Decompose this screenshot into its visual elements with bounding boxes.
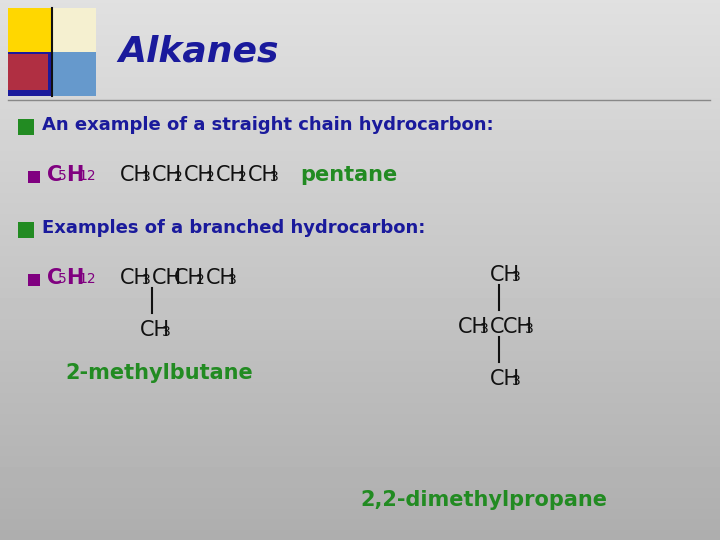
Text: 3: 3 bbox=[480, 322, 489, 336]
Bar bbox=[52, 8, 96, 52]
Text: 3: 3 bbox=[512, 270, 521, 284]
Text: H: H bbox=[66, 165, 84, 185]
Text: 3: 3 bbox=[142, 170, 150, 184]
Bar bbox=[28, 171, 40, 183]
Text: 5: 5 bbox=[58, 169, 67, 183]
Bar bbox=[8, 8, 52, 52]
Text: 2: 2 bbox=[238, 170, 247, 184]
Bar bbox=[8, 52, 52, 96]
Text: 3: 3 bbox=[525, 322, 534, 336]
Bar bbox=[18, 119, 34, 135]
Text: CH: CH bbox=[458, 317, 488, 337]
Text: CH: CH bbox=[120, 165, 150, 185]
Text: CH: CH bbox=[120, 268, 150, 288]
Text: CH: CH bbox=[248, 165, 278, 185]
Text: C: C bbox=[490, 317, 505, 337]
Text: CH: CH bbox=[490, 265, 520, 285]
Text: 5: 5 bbox=[58, 272, 67, 286]
Bar bbox=[8, 54, 48, 90]
Text: 12: 12 bbox=[78, 169, 96, 183]
Text: 2: 2 bbox=[196, 273, 204, 287]
Text: 2: 2 bbox=[174, 170, 183, 184]
Text: CH: CH bbox=[174, 268, 204, 288]
Text: Alkanes: Alkanes bbox=[118, 35, 279, 69]
Text: Examples of a branched hydrocarbon:: Examples of a branched hydrocarbon: bbox=[42, 219, 426, 237]
Text: CH: CH bbox=[152, 268, 182, 288]
Text: CH: CH bbox=[206, 268, 236, 288]
Text: pentane: pentane bbox=[300, 165, 397, 185]
Text: 12: 12 bbox=[78, 272, 96, 286]
Text: CH: CH bbox=[216, 165, 246, 185]
Text: 3: 3 bbox=[142, 273, 150, 287]
Text: 3: 3 bbox=[162, 325, 171, 339]
Text: CH: CH bbox=[503, 317, 533, 337]
Text: C: C bbox=[47, 165, 62, 185]
Text: 2: 2 bbox=[206, 170, 215, 184]
Bar bbox=[18, 222, 34, 238]
Text: 3: 3 bbox=[228, 273, 237, 287]
Text: CH: CH bbox=[152, 165, 182, 185]
Text: CH: CH bbox=[490, 369, 520, 389]
Text: H: H bbox=[66, 268, 84, 288]
Text: 2,2-dimethylpropane: 2,2-dimethylpropane bbox=[360, 490, 607, 510]
Text: 3: 3 bbox=[270, 170, 279, 184]
Bar bbox=[28, 274, 40, 286]
Text: An example of a straight chain hydrocarbon:: An example of a straight chain hydrocarb… bbox=[42, 116, 494, 134]
Text: 3: 3 bbox=[512, 374, 521, 388]
Text: CH: CH bbox=[140, 320, 170, 340]
Text: 2-methylbutane: 2-methylbutane bbox=[65, 363, 253, 383]
Text: CH: CH bbox=[184, 165, 214, 185]
Bar bbox=[52, 52, 96, 96]
Text: C: C bbox=[47, 268, 62, 288]
